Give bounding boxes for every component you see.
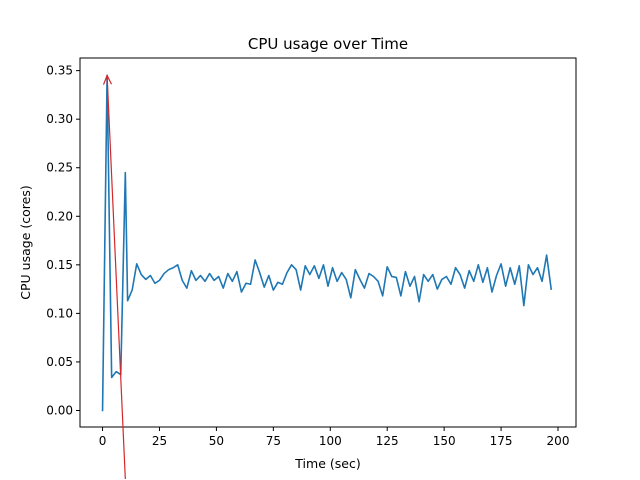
y-tick-label: 0.20 bbox=[46, 209, 73, 223]
y-axis-label: CPU usage (cores) bbox=[18, 185, 33, 299]
y-tick-label: 0.00 bbox=[46, 403, 73, 417]
y-axis: 0.00 0.05 0.10 0.15 0.20 0.25 0.30 0.35 bbox=[46, 64, 80, 417]
x-tick-label: 150 bbox=[433, 434, 456, 448]
chart-title: CPU usage over Time bbox=[248, 35, 408, 53]
y-tick-label: 0.10 bbox=[46, 306, 73, 320]
x-tick-label: 125 bbox=[376, 434, 399, 448]
x-tick-label: 0 bbox=[99, 434, 107, 448]
x-tick-label: 25 bbox=[152, 434, 167, 448]
x-axis-label: Time (sec) bbox=[294, 456, 360, 471]
x-axis: 0 25 50 75 100 125 150 175 200 bbox=[99, 427, 570, 448]
series-layer bbox=[101, 74, 553, 412]
y-tick-label: 0.05 bbox=[46, 355, 73, 369]
annotation-layer bbox=[102, 74, 126, 480]
series-line-0 bbox=[101, 74, 553, 412]
x-tick-label: 100 bbox=[319, 434, 342, 448]
y-tick-label: 0.15 bbox=[46, 258, 73, 272]
x-tick-label: 75 bbox=[266, 434, 281, 448]
plot-frame bbox=[79, 57, 577, 428]
x-tick-label: 175 bbox=[490, 434, 513, 448]
y-tick-label: 0.30 bbox=[46, 112, 73, 126]
annotation-arrow-head bbox=[102, 74, 113, 85]
y-tick-label: 0.25 bbox=[46, 161, 73, 175]
x-tick-label: 50 bbox=[209, 434, 224, 448]
x-tick-label: 200 bbox=[547, 434, 570, 448]
y-tick-label: 0.35 bbox=[46, 64, 73, 78]
annotation-arrow-shaft bbox=[106, 75, 126, 480]
